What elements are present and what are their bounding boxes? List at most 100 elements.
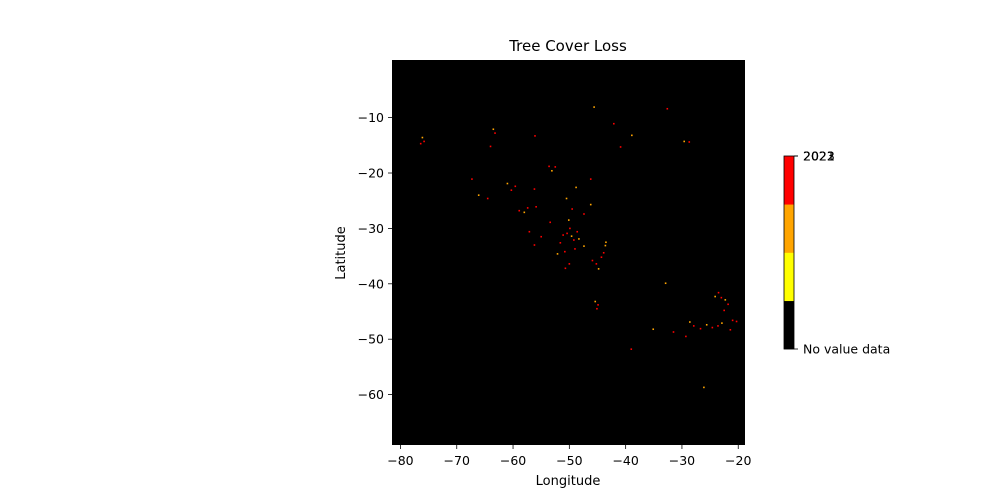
loss-point xyxy=(727,303,729,306)
y-axis-label: Latitude xyxy=(334,226,349,280)
loss-point xyxy=(723,309,725,312)
colorbar-frame xyxy=(783,155,795,350)
loss-point xyxy=(421,136,424,139)
loss-point xyxy=(589,178,592,180)
loss-point xyxy=(556,253,559,255)
loss-point xyxy=(573,239,575,241)
loss-point xyxy=(711,326,714,329)
loss-point xyxy=(471,178,473,180)
loss-point xyxy=(688,141,691,143)
y-tick-label: −60 xyxy=(358,387,384,402)
loss-point xyxy=(506,182,509,185)
loss-point xyxy=(551,169,553,172)
loss-point xyxy=(720,296,723,299)
loss-point xyxy=(559,242,562,244)
colorbar-segment xyxy=(784,204,794,253)
loss-point xyxy=(554,166,557,168)
x-tick-label: −60 xyxy=(500,453,526,468)
loss-point xyxy=(574,248,576,250)
loss-point xyxy=(575,186,577,189)
loss-point xyxy=(477,194,480,196)
y-tick-label: −50 xyxy=(358,332,384,347)
colorbar-tick-label: 2021 xyxy=(803,149,835,164)
loss-point xyxy=(703,386,705,389)
loss-point xyxy=(717,325,719,327)
loss-point xyxy=(605,241,607,244)
loss-point xyxy=(731,319,734,322)
loss-point xyxy=(589,203,592,206)
y-tick-label: −30 xyxy=(358,221,384,236)
x-tick-label: −40 xyxy=(612,453,638,468)
loss-point xyxy=(596,307,598,310)
map-area xyxy=(392,60,745,445)
x-axis-label: Longitude xyxy=(536,474,601,489)
loss-point xyxy=(549,221,551,224)
loss-point xyxy=(568,263,571,265)
loss-point xyxy=(569,227,571,230)
loss-point xyxy=(492,128,495,131)
loss-point xyxy=(566,232,568,235)
loss-point xyxy=(699,327,702,330)
x-tick-label: −50 xyxy=(556,453,582,468)
loss-points xyxy=(419,106,738,389)
y-tick-label: −20 xyxy=(358,166,384,181)
loss-point xyxy=(597,304,599,306)
loss-point xyxy=(664,282,667,285)
x-tick-label: −20 xyxy=(725,453,751,468)
chart-title: Tree Cover Loss xyxy=(508,37,627,55)
loss-point xyxy=(540,235,542,238)
loss-point xyxy=(583,245,585,247)
loss-point xyxy=(672,331,675,333)
x-tick-label: −70 xyxy=(444,453,470,468)
loss-point xyxy=(591,259,594,262)
loss-point xyxy=(523,211,526,214)
loss-point xyxy=(510,189,513,191)
loss-point xyxy=(689,321,691,323)
x-axis-ticks: −80 −70 −60 −50 −40 −30 −20 xyxy=(387,445,751,468)
colorbar-tick-label: No value data xyxy=(803,342,890,357)
loss-point xyxy=(666,107,669,110)
loss-point xyxy=(630,348,633,350)
loss-point xyxy=(705,323,708,326)
loss-point xyxy=(594,300,597,303)
loss-point xyxy=(565,197,568,200)
loss-point xyxy=(714,295,716,298)
loss-point xyxy=(685,335,687,338)
loss-point xyxy=(423,140,425,143)
loss-point xyxy=(729,328,732,331)
loss-point xyxy=(631,134,633,137)
loss-point xyxy=(652,328,655,331)
loss-point xyxy=(602,251,605,254)
loss-point xyxy=(528,230,531,233)
y-tick-label: −10 xyxy=(358,110,384,125)
colorbar-tick-label: 2023 xyxy=(803,149,835,164)
colorbar-tick-label: 2022 xyxy=(803,149,835,164)
loss-point xyxy=(692,325,695,327)
loss-point xyxy=(613,122,615,125)
loss-point xyxy=(600,256,603,259)
loss-point xyxy=(721,322,723,324)
x-tick-label: −30 xyxy=(669,453,695,468)
loss-point xyxy=(486,197,489,200)
colorbar xyxy=(783,155,795,350)
loss-point xyxy=(548,165,550,168)
loss-point xyxy=(683,140,685,143)
loss-point xyxy=(535,206,537,208)
loss-point xyxy=(724,299,727,301)
loss-point xyxy=(583,213,585,215)
loss-point xyxy=(604,244,607,247)
loss-point xyxy=(595,263,598,265)
loss-point xyxy=(578,238,580,240)
loss-point xyxy=(571,208,573,210)
loss-point xyxy=(562,234,564,236)
colorbar-segment xyxy=(784,300,794,350)
loss-point xyxy=(564,250,566,253)
colorbar-segment xyxy=(784,252,794,302)
loss-point xyxy=(533,244,536,246)
loss-point xyxy=(564,267,567,270)
loss-point xyxy=(717,291,720,294)
loss-point xyxy=(593,106,595,108)
y-axis-ticks: −10 −20 −30 −40 −50 −60 xyxy=(358,110,392,402)
